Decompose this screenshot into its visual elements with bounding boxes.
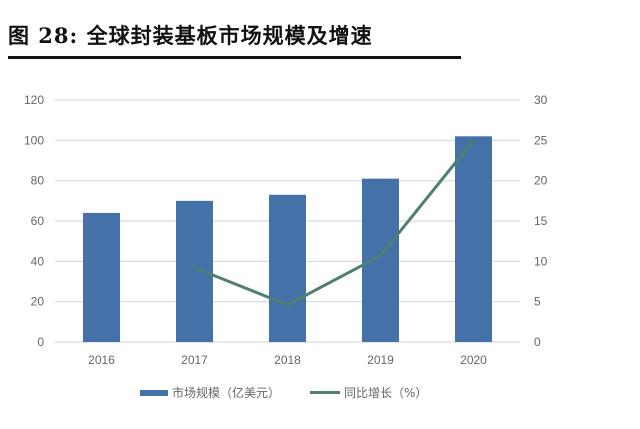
bar bbox=[455, 136, 492, 342]
legend-item-growth: 同比增长（%） bbox=[310, 384, 427, 401]
left-tick-label: 0 bbox=[37, 335, 44, 349]
bar bbox=[83, 212, 120, 342]
right-tick-label: 30 bbox=[534, 93, 548, 107]
bar bbox=[362, 178, 399, 342]
x-tick-label: 2017 bbox=[181, 353, 208, 367]
left-tick-label: 120 bbox=[24, 93, 44, 107]
x-tick-label: 2019 bbox=[367, 353, 394, 367]
right-tick-label: 0 bbox=[534, 335, 541, 349]
gridlines bbox=[55, 99, 520, 343]
bar-swatch-icon bbox=[140, 389, 168, 396]
right-tick-label: 25 bbox=[534, 133, 548, 147]
figure-title: 图 28: 全球封装基板市场规模及增速 bbox=[8, 23, 373, 48]
right-axis-ticks: 0 5 10 15 20 25 30 bbox=[534, 93, 548, 349]
line-series bbox=[193, 139, 475, 307]
x-tick-label: 2016 bbox=[88, 353, 115, 367]
growth-line bbox=[193, 139, 475, 307]
legend-item-market-size: 市场规模（亿美元） bbox=[140, 384, 280, 401]
x-tick-label: 2018 bbox=[274, 353, 301, 367]
left-axis-ticks: 0 20 40 60 80 100 120 bbox=[24, 93, 44, 349]
left-tick-label: 100 bbox=[24, 133, 44, 147]
legend-label: 同比增长（%） bbox=[344, 386, 428, 400]
right-tick-label: 10 bbox=[534, 254, 548, 268]
x-tick-label: 2020 bbox=[460, 353, 487, 367]
right-tick-label: 20 bbox=[534, 174, 548, 188]
x-axis-ticks: 2016 2017 2018 2019 2020 bbox=[88, 353, 487, 367]
left-tick-label: 20 bbox=[31, 295, 45, 309]
left-tick-label: 80 bbox=[31, 174, 45, 188]
line-swatch-icon bbox=[310, 391, 341, 394]
bar-series bbox=[83, 136, 492, 342]
right-tick-label: 15 bbox=[534, 214, 548, 228]
legend-label: 市场规模（亿美元） bbox=[172, 386, 281, 400]
title-underline bbox=[8, 56, 461, 59]
left-tick-label: 60 bbox=[31, 214, 45, 228]
bar bbox=[269, 194, 306, 342]
right-tick-label: 5 bbox=[534, 295, 541, 309]
left-tick-label: 40 bbox=[31, 254, 45, 268]
legend: 市场规模（亿美元） 同比增长（%） bbox=[140, 384, 457, 401]
